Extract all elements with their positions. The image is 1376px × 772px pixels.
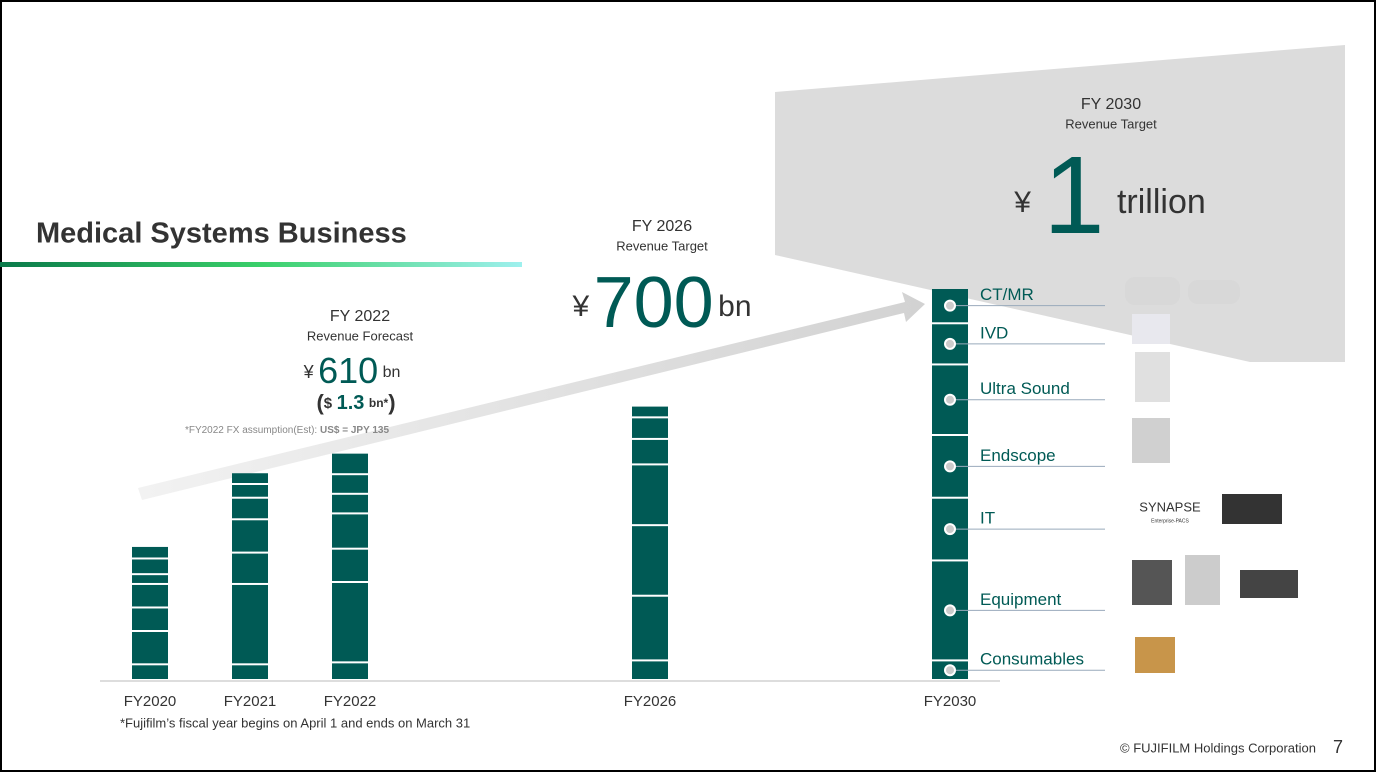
bar-segment [332,454,368,474]
bar-segment [132,608,168,630]
usd-currency: $ [324,395,333,412]
legend-label: Consumables [980,650,1084,669]
legend-dot [945,339,955,349]
title-underline [0,262,522,267]
product-image [1125,277,1180,305]
bar-segment [232,485,268,497]
fy2022-label: FY 2022 [330,308,390,325]
product-image [1240,570,1298,598]
legend-label: Endscope [980,446,1056,465]
synapse-logo: SYNAPSE [1139,499,1201,514]
footnote: *Fujifilm’s fiscal year begins on April … [120,715,470,730]
x-tick-label: FY2020 [124,693,177,710]
fx-note: *FY2022 FX assumption(Est): US$ = JPY 13… [185,425,390,436]
slide-title: Medical Systems Business [36,218,407,250]
unit: bn [718,290,751,323]
bar-segment [232,665,268,679]
fy2022-sublabel: Revenue Forecast [307,328,414,343]
bar-segment [232,520,268,551]
copyright: © FUJIFILM Holdings Corporation [1120,740,1316,755]
bar-segment [632,407,668,417]
fy2030-label: FY 2030 [1081,96,1141,113]
bar-segment [232,585,268,663]
product-image [1132,314,1170,344]
fy2026-sublabel: Revenue Target [616,238,708,253]
bar-segment [632,418,668,438]
legend-dot [945,665,955,675]
amount: 610 [318,350,378,391]
fx-rate: US$ = JPY 135 [320,425,389,436]
legend-dot [945,524,955,534]
legend-dot [945,395,955,405]
legend-dot [945,461,955,471]
bar-segment [332,583,368,661]
product-image [1132,418,1170,463]
bar-segment [132,559,168,573]
paren: ) [388,390,395,415]
legend-dot [945,605,955,615]
bar-segment [632,465,668,524]
synapse-sub: Enterprise-PACS [1151,518,1189,524]
bar-segment [332,475,368,493]
fx-note-text: *FY2022 FX assumption(Est): [185,425,320,436]
bar-segment [132,575,168,583]
product-image [1135,352,1170,402]
unit: bn [383,364,401,381]
legend-dot [945,301,955,311]
bar-segment [232,554,268,583]
bar-segment [632,597,668,660]
usd-unit: bn* [369,396,389,410]
bar-segment [332,514,368,547]
legend-label: IT [980,509,995,528]
bar-segment [132,585,168,607]
legend-label: Ultra Sound [980,379,1070,398]
currency: ¥ [303,362,315,382]
usd-amount: 1.3 [337,392,365,414]
currency: ¥ [571,290,589,323]
product-image [1185,555,1220,605]
bar-segment [632,526,668,595]
page-number: 7 [1333,737,1343,757]
bar-segment [132,632,168,663]
fy2026-label: FY 2026 [632,218,692,235]
bar-segment [332,495,368,513]
x-tick-label: FY2026 [624,693,677,710]
product-image [1222,494,1282,524]
amount: 1 [1043,134,1104,257]
bar-segment [232,473,268,483]
unit: trillion [1117,183,1206,221]
bar-segment [632,440,668,463]
bar-segment [232,499,268,519]
x-tick-label: FY2022 [324,693,377,710]
bar-segment [132,547,168,558]
legend-label: IVD [980,323,1008,342]
x-tick-label: FY2021 [224,693,277,710]
product-image [1135,637,1175,673]
legend-label: Equipment [980,590,1062,609]
amount: 700 [594,263,714,343]
slide: Medical Systems Business FY 2022 Revenue… [0,0,1376,772]
currency: ¥ [1013,186,1031,219]
product-image [1132,560,1172,605]
x-tick-label: FY2030 [924,693,977,710]
bar-segment [132,665,168,679]
legend-label: CT/MR [980,285,1034,304]
bar-segment [332,663,368,679]
product-image [1188,280,1240,304]
bar-segment [632,661,668,679]
fy2030-sublabel: Revenue Target [1065,116,1157,131]
bar-segment [332,550,368,581]
